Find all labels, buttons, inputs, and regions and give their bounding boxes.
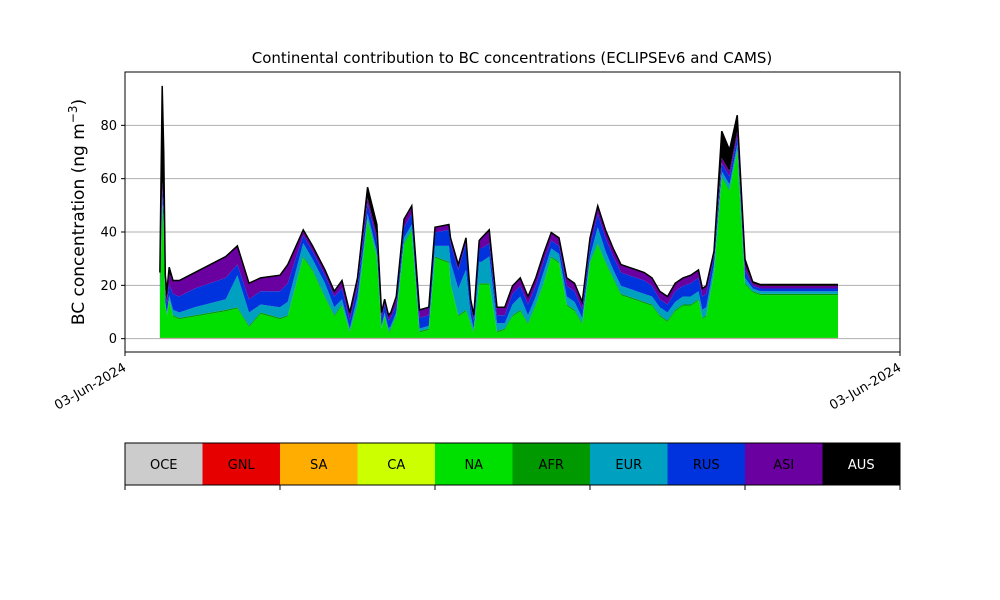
colorbar-label-aus: AUS — [848, 458, 875, 473]
y-tick-label-1: 20 — [100, 279, 117, 294]
total-outline — [159, 85, 838, 317]
colorbar-swatch-na — [435, 443, 513, 485]
y-tick-label-2: 40 — [100, 226, 117, 241]
y-axis-label-main: BC concentration (ng m — [69, 123, 89, 325]
area-na — [159, 151, 838, 338]
area-oce — [159, 338, 838, 339]
colorbar-label-eur: EUR — [615, 458, 642, 473]
region-colorbar-legend: OCE GNL SA CA NA AFR EUR RUS ASI AUS — [124, 442, 901, 490]
colorbar-swatch-gnl — [202, 443, 281, 485]
colorbar-label-rus: RUS — [693, 458, 720, 473]
y-axis: 0 20 40 60 80 — [100, 119, 125, 347]
colorbar-label-na: NA — [464, 458, 483, 473]
colorbar-label-oce: OCE — [150, 458, 178, 473]
colorbar-label-asi: ASI — [773, 458, 794, 473]
colorbar-swatch-eur — [590, 443, 668, 485]
colorbar-swatch-asi — [745, 443, 823, 485]
x-tick-label-1: 03-Jun-2024 — [827, 360, 904, 413]
y-tick-label-0: 0 — [109, 332, 117, 347]
stacked-areas — [159, 85, 838, 339]
colorbar-label-afr: AFR — [539, 458, 564, 473]
y-axis-label-close: ) — [69, 99, 89, 106]
colorbar-swatch-sa — [280, 443, 358, 485]
colorbar-label-sa: SA — [310, 458, 327, 473]
y-axis-label-sup: −3 — [66, 105, 80, 123]
x-tick-label-0: 03-Jun-2024 — [52, 360, 129, 413]
plot-frame — [124, 71, 901, 353]
y-tick-label-3: 60 — [100, 172, 117, 187]
colorbar-swatch-ca — [357, 443, 436, 485]
colorbar-swatch-oce — [125, 443, 203, 485]
y-axis-label: BC concentration (ng m−3) — [66, 99, 89, 325]
y-tick-label-4: 80 — [100, 119, 117, 134]
x-axis: 03-Jun-2024 03-Jun-2024 — [52, 352, 904, 413]
colorbar-label-gnl: GNL — [228, 458, 256, 473]
colorbar-swatch-afr — [512, 443, 591, 485]
colorbar-label-ca: CA — [387, 458, 405, 473]
colorbar-frame — [124, 442, 901, 486]
colorbar-swatch-aus — [822, 443, 901, 485]
chart-title: Continental contribution to BC concentra… — [252, 49, 773, 67]
colorbar-swatch-rus — [667, 443, 746, 485]
